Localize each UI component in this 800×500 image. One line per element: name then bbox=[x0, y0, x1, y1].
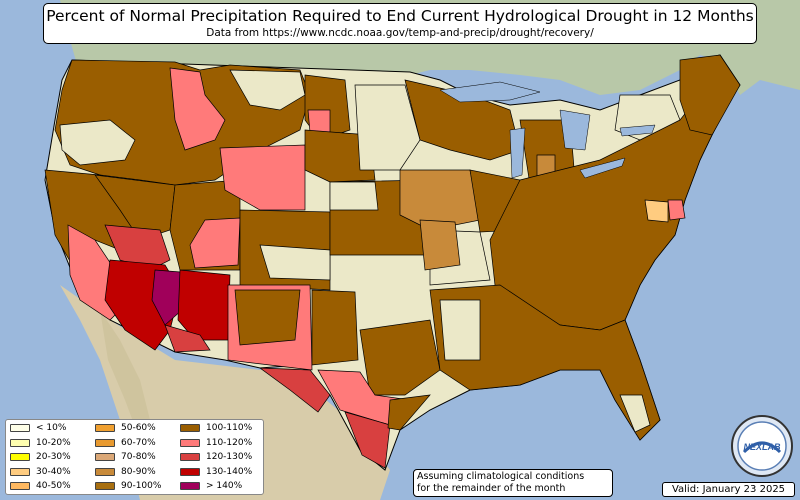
legend-swatch bbox=[95, 482, 115, 490]
legend-label: 100-110% bbox=[206, 423, 253, 433]
region-colorado-light bbox=[259, 244, 331, 281]
lake-superior bbox=[439, 81, 541, 103]
legend-label: 40-50% bbox=[36, 481, 71, 491]
legend-item: 80-90% bbox=[95, 466, 156, 478]
legend-item: 100-110% bbox=[180, 422, 252, 434]
region-magenta bbox=[151, 269, 183, 326]
region-virginia-light bbox=[644, 199, 669, 223]
legend-label: 60-70% bbox=[121, 437, 156, 448]
legend-swatch bbox=[95, 453, 115, 461]
region-oklahoma bbox=[311, 289, 359, 366]
region-arizona bbox=[177, 269, 231, 341]
legend-label: > 140% bbox=[206, 481, 243, 491]
legend-label: 130-140% bbox=[206, 466, 253, 477]
legend-item: 50-60% bbox=[95, 422, 156, 434]
legend-swatch bbox=[180, 467, 200, 476]
legend-swatch bbox=[180, 482, 200, 490]
region-arizona-south bbox=[164, 324, 211, 353]
legend-label: 70-80% bbox=[121, 452, 156, 462]
lake-michigan bbox=[509, 127, 526, 179]
lake-ontario bbox=[619, 124, 656, 137]
map-title: Percent of Normal Precipitation Required… bbox=[46, 7, 754, 25]
legend-label: 110-120% bbox=[206, 437, 253, 448]
legend-label: 120-130% bbox=[206, 452, 253, 462]
region-kansas-light bbox=[329, 181, 379, 211]
region-new-england bbox=[679, 54, 741, 136]
legend-swatch bbox=[10, 424, 30, 432]
legend-item: 60-70% bbox=[95, 437, 156, 449]
legend-label: 90-100% bbox=[121, 481, 162, 491]
region-louisiana-light bbox=[439, 299, 481, 361]
baja-peninsula bbox=[100, 310, 150, 440]
legend-swatch bbox=[10, 438, 30, 447]
lake-erie bbox=[579, 157, 626, 179]
region-southeast bbox=[429, 284, 661, 441]
lake-huron bbox=[559, 109, 591, 151]
region-minnesota-light bbox=[354, 84, 421, 171]
region-idaho bbox=[169, 67, 226, 151]
legend-swatch bbox=[180, 424, 200, 432]
legend-swatch bbox=[95, 424, 115, 432]
region-montana-light bbox=[229, 69, 306, 111]
legend-item: 110-120% bbox=[180, 437, 252, 449]
valid-date: Valid: January 23 2025 bbox=[662, 482, 795, 497]
logo-text: NEXLAB bbox=[743, 442, 781, 452]
title-box: Percent of Normal Precipitation Required… bbox=[43, 3, 757, 44]
legend-label: 80-90% bbox=[121, 466, 156, 477]
legend-item: 20-30% bbox=[10, 451, 71, 463]
legend-swatch bbox=[180, 438, 200, 447]
legend-label: 20-30% bbox=[36, 452, 71, 462]
legend: < 10% 10-20% 20-30% 30-40% 40-50% 50-60% 60-70… bbox=[5, 419, 264, 495]
legend-label: 30-40% bbox=[36, 466, 71, 477]
region-texas-gulf bbox=[387, 394, 431, 431]
legend-swatch bbox=[180, 453, 200, 461]
region-newmexico-brown bbox=[234, 289, 301, 346]
nexlab-logo: NEXLAB bbox=[731, 415, 793, 477]
legend-swatch bbox=[95, 438, 115, 447]
region-dakota-pink bbox=[307, 109, 331, 133]
legend-item: 70-80% bbox=[95, 451, 156, 463]
legend-swatch bbox=[10, 467, 30, 476]
legend-item: < 10% bbox=[10, 422, 66, 434]
region-missouri-tan bbox=[419, 219, 461, 271]
note-line-2: for the remainder of the month bbox=[417, 483, 566, 494]
legend-swatch bbox=[10, 453, 30, 461]
note-line-1: Assuming climatological conditions bbox=[417, 471, 585, 482]
note-box: Assuming climatological conditions for t… bbox=[413, 469, 613, 497]
region-utah-pink bbox=[189, 217, 241, 269]
legend-swatch bbox=[10, 482, 30, 490]
legend-item: 10-20% bbox=[10, 437, 71, 449]
legend-item: > 140% bbox=[180, 480, 242, 492]
map-subtitle: Data from https://www.ncdc.noaa.gov/temp… bbox=[206, 27, 594, 39]
legend-label: 50-60% bbox=[121, 423, 156, 433]
legend-label: < 10% bbox=[36, 423, 67, 433]
legend-item: 130-140% bbox=[180, 466, 252, 478]
region-delmarva-pink bbox=[667, 199, 686, 221]
region-oregon-light bbox=[59, 119, 136, 166]
legend-item: 90-100% bbox=[95, 480, 161, 492]
legend-swatch bbox=[95, 467, 115, 476]
legend-item: 120-130% bbox=[180, 451, 252, 463]
region-florida-light bbox=[619, 394, 651, 433]
region-texas-south-red bbox=[344, 411, 391, 469]
region-texas-west-red bbox=[258, 367, 331, 413]
legend-item: 40-50% bbox=[10, 480, 71, 492]
legend-label: 10-20% bbox=[36, 437, 71, 448]
region-wyoming-pink bbox=[219, 144, 306, 211]
legend-item: 30-40% bbox=[10, 466, 71, 478]
